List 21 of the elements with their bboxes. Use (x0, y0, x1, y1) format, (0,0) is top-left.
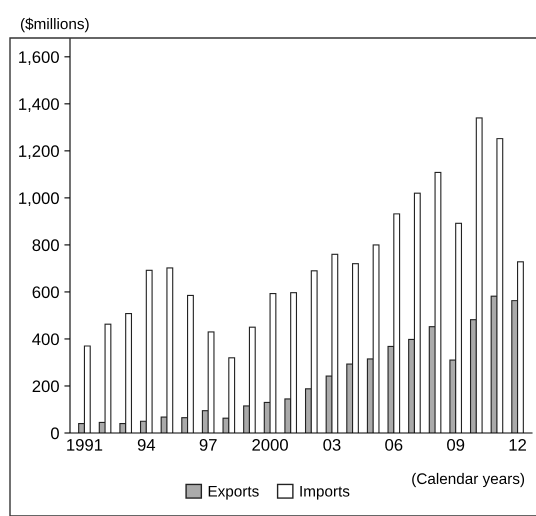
legend-label: Imports (300, 486, 350, 500)
y-tick-label: 200 (32, 380, 59, 392)
y-tick-label: 1,400 (19, 98, 59, 112)
y-tick-label: 0 (50, 427, 59, 440)
y-axis-title: ($millions) (20, 18, 89, 32)
y-tick-label: 1,600 (19, 51, 59, 65)
x-tick-label: 2000 (252, 438, 288, 451)
y-tick-label: 1,000 (19, 192, 59, 206)
y-tick-label: 1,200 (19, 145, 59, 160)
x-tick-label: 1991 (67, 438, 102, 451)
y-tick-label: 600 (32, 286, 59, 298)
x-tick-label: 06 (385, 438, 402, 451)
x-tick-label: 94 (138, 438, 156, 451)
y-tick-label: 800 (32, 239, 59, 252)
x-tick-label: 03 (323, 438, 340, 451)
x-tick-label: 12 (510, 438, 526, 451)
y-tick-label: 400 (32, 333, 59, 346)
legend-label: Exports (208, 486, 259, 500)
x-tick-label: 97 (200, 438, 217, 451)
x-tick-label: 09 (447, 438, 464, 451)
x-axis-title: (Calendar years) (412, 472, 524, 488)
